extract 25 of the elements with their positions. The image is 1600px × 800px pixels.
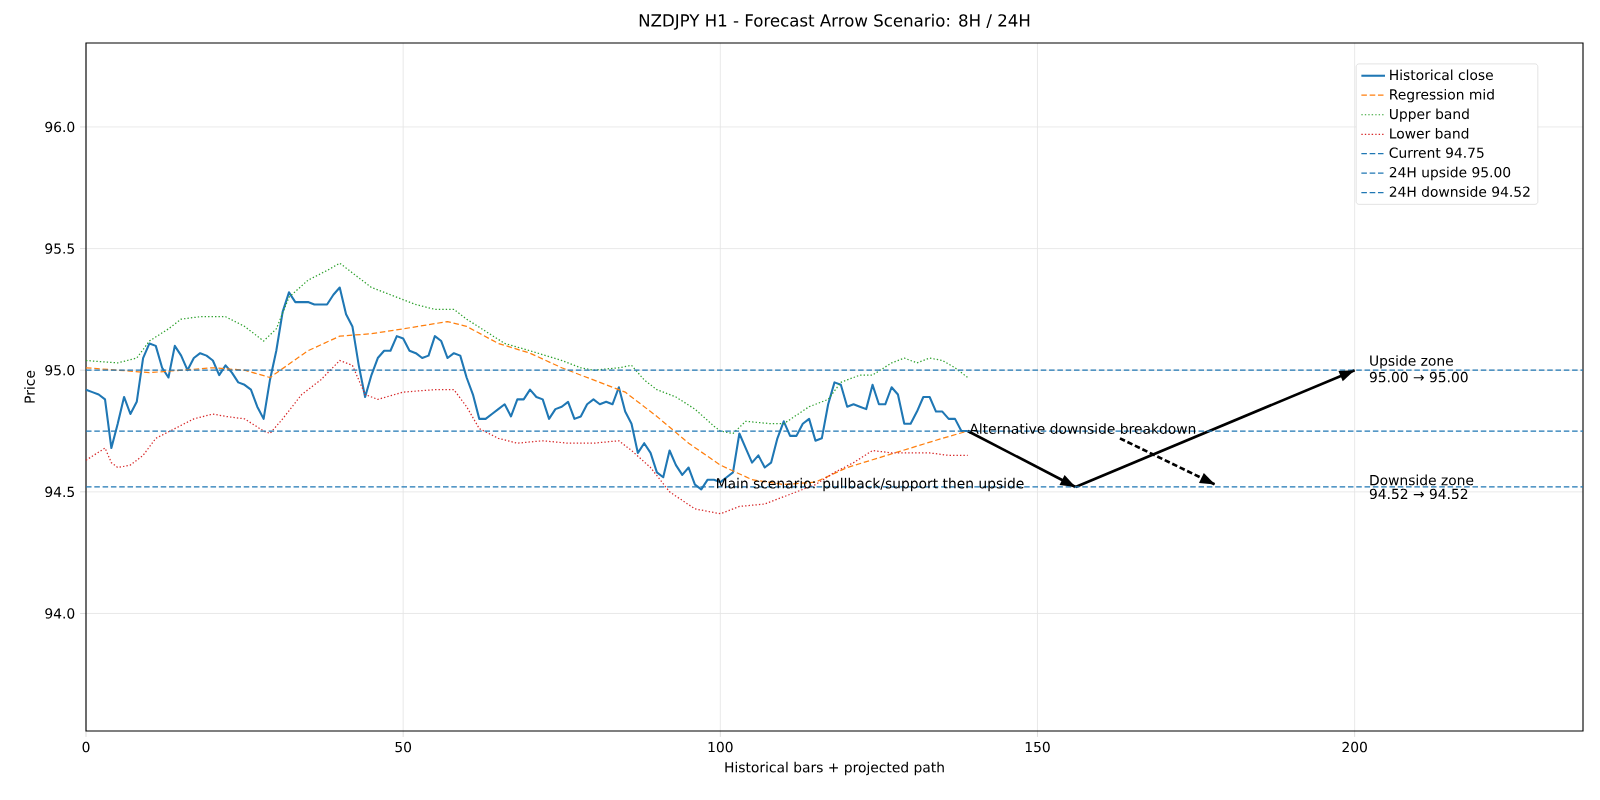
- y-axis-title: Price: [24, 370, 35, 403]
- legend-label: Current 94.75: [1389, 147, 1484, 158]
- x-tick-label: 200: [1342, 741, 1367, 753]
- y-tick-label: 95.0: [45, 364, 75, 376]
- y-tick-label: 94.5: [45, 486, 74, 498]
- x-axis-title: Historical bars + projected path: [725, 761, 944, 776]
- annotation: 95.00 → 95.00: [1369, 371, 1468, 383]
- annotation: Upside zone: [1370, 355, 1453, 369]
- x-tick-label: 0: [82, 741, 90, 753]
- chart-title: NZDJPY H1 - Forecast Arrow Scenario: 8H / 24H: [639, 13, 1030, 30]
- y-tick-label: 95.5: [45, 243, 74, 254]
- legend-label: 24H upside 95.00: [1389, 166, 1511, 181]
- x-tick-label: 150: [1025, 741, 1050, 753]
- annotation: Downside zone: [1370, 474, 1474, 486]
- legend-label: Lower band: [1390, 127, 1469, 139]
- legend-label: Regression mid: [1390, 88, 1494, 103]
- legend-label: Upper band: [1389, 108, 1469, 122]
- y-tick-label: 96.0: [45, 121, 75, 133]
- line-series: [85, 262, 969, 435]
- legend-label: Historical close: [1390, 69, 1493, 81]
- annotation: 94.52 → 94.52: [1369, 488, 1468, 500]
- x-tick-label: 50: [395, 741, 412, 753]
- y-tick-label: 94.0: [45, 608, 75, 619]
- legend-label: 24H downside 94.52: [1389, 186, 1530, 197]
- x-tick-label: 100: [708, 741, 733, 753]
